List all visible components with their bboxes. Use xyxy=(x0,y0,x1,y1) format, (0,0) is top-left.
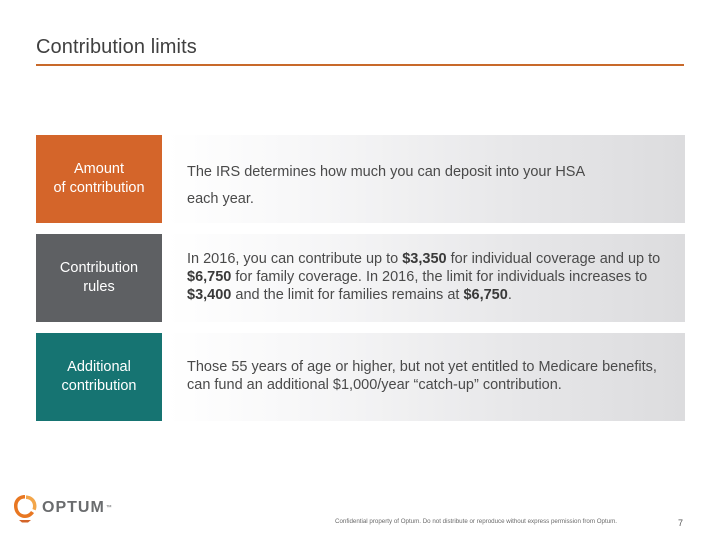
content-additional-contribution: Those 55 years of age or higher, but not… xyxy=(167,333,685,421)
amount-family-limit: $6,750 xyxy=(463,287,508,303)
text-segment: for individual coverage and up to xyxy=(446,251,661,267)
amount-individual-2016: $3,350 xyxy=(402,251,447,267)
row-contribution-rules: Contribution rules In 2016, you can cont… xyxy=(36,234,685,322)
label-line: rules xyxy=(83,279,115,295)
optum-logo: OPTUM ™ xyxy=(12,493,112,523)
label-line: Amount xyxy=(74,161,124,177)
label-contribution-rules: Contribution rules xyxy=(36,234,162,322)
confidentiality-note: Confidential property of Optum. Do not d… xyxy=(335,518,618,525)
label-amount-of-contribution: Amount of contribution xyxy=(36,135,162,223)
label-line: Contribution xyxy=(59,260,139,276)
label-line: contribution xyxy=(61,378,137,394)
amount-individual-increase: $3,400 xyxy=(187,287,232,303)
content-amount-of-contribution: The IRS determines how much you can depo… xyxy=(167,135,685,223)
label-line: of contribution xyxy=(53,180,145,196)
text-segment: . xyxy=(507,287,512,303)
label-additional-contribution: Additional contribution xyxy=(36,333,162,421)
slide-title: Contribution limits xyxy=(36,36,197,58)
text-segment: In 2016, you can contribute up to xyxy=(187,251,403,267)
label-line: Additional xyxy=(67,359,131,375)
title-divider xyxy=(36,64,684,66)
content-contribution-rules: In 2016, you can contribute up to $3,350… xyxy=(167,234,685,322)
content-line: The IRS determines how much you can depo… xyxy=(187,164,586,180)
trademark-symbol: ™ xyxy=(105,505,112,511)
row-amount-of-contribution: Amount of contribution The IRS determine… xyxy=(36,135,685,223)
page-number: 7 xyxy=(678,518,684,528)
row-additional-contribution: Additional contribution Those 55 years o… xyxy=(36,333,685,421)
text-segment: for family coverage. In 2016, the limit … xyxy=(231,269,648,285)
content-line: each year. xyxy=(187,191,254,207)
amount-family-2016: $6,750 xyxy=(187,269,232,285)
optum-logo-text: OPTUM xyxy=(42,499,105,516)
text-segment: and the limit for families remains at xyxy=(231,287,464,303)
optum-logo-icon xyxy=(14,495,37,523)
